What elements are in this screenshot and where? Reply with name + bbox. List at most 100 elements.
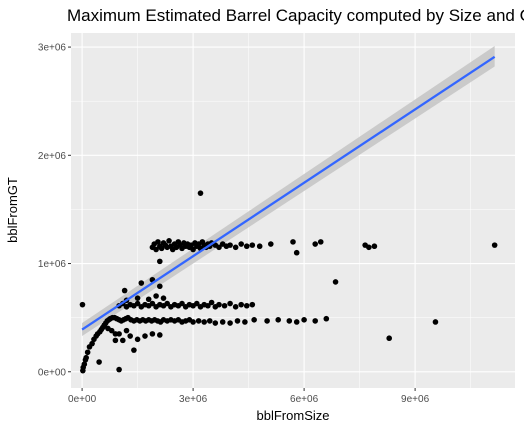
data-point xyxy=(238,241,244,247)
data-point xyxy=(127,333,133,339)
data-point xyxy=(158,245,165,252)
data-point xyxy=(208,299,215,306)
data-point xyxy=(249,301,256,308)
data-point xyxy=(134,336,141,343)
data-point xyxy=(81,361,88,367)
data-point xyxy=(216,301,222,308)
confidence-band xyxy=(82,45,495,337)
x-axis-title: bblFromSize xyxy=(257,408,330,423)
data-point xyxy=(286,318,293,324)
data-point xyxy=(206,318,213,324)
data-point xyxy=(366,244,372,251)
data-point xyxy=(84,349,91,356)
data-point xyxy=(268,241,274,247)
data-point xyxy=(232,304,239,310)
data-point xyxy=(179,300,185,307)
data-point xyxy=(275,317,282,323)
data-point xyxy=(301,317,307,323)
data-point xyxy=(190,319,196,325)
data-point xyxy=(293,249,300,256)
data-point xyxy=(121,287,128,294)
data-point xyxy=(317,239,324,245)
data-point xyxy=(142,333,148,339)
data-point xyxy=(243,302,250,309)
data-point xyxy=(120,337,126,344)
data-point xyxy=(216,244,222,251)
confidence-band-layer xyxy=(82,45,495,337)
data-point xyxy=(138,280,145,286)
data-point xyxy=(112,337,119,344)
data-point xyxy=(149,300,156,307)
data-point xyxy=(96,359,102,365)
data-point xyxy=(134,295,141,301)
data-point xyxy=(256,243,263,250)
chart-title: Maximum Estimated Barrel Capacity comput… xyxy=(67,6,524,25)
data-point xyxy=(89,340,95,347)
data-point xyxy=(101,322,108,329)
data-point xyxy=(371,243,378,250)
data-point xyxy=(145,296,152,303)
y-tick-label: 2e+06 xyxy=(38,151,67,162)
data-point xyxy=(201,319,207,325)
data-point xyxy=(157,258,163,265)
data-point xyxy=(219,319,226,325)
data-point xyxy=(116,331,122,337)
data-point xyxy=(323,315,330,322)
data-point xyxy=(264,318,270,324)
x-axis-ticks: 0e+00 3e+06 6e+06 9e+06 xyxy=(68,388,430,405)
data-point xyxy=(134,300,141,307)
x-tick-label: 9e+06 xyxy=(401,394,430,405)
data-point xyxy=(312,241,319,247)
data-point xyxy=(153,246,159,253)
y-axis-title: bblFromGT xyxy=(5,177,20,243)
trend-line-layer xyxy=(81,55,496,331)
trend-line xyxy=(81,55,496,331)
data-point xyxy=(227,300,233,307)
data-point xyxy=(164,300,170,307)
data-point xyxy=(234,318,241,324)
data-point xyxy=(195,318,202,324)
data-point xyxy=(116,366,122,373)
data-point xyxy=(243,243,250,250)
data-point xyxy=(149,331,156,337)
data-point xyxy=(190,246,196,253)
data-point xyxy=(227,242,233,248)
data-point xyxy=(238,301,244,308)
data-point xyxy=(83,354,89,361)
y-tick-label: 3e+06 xyxy=(38,43,67,54)
x-tick-label: 3e+06 xyxy=(179,394,208,405)
x-tick-label: 6e+06 xyxy=(290,394,319,405)
y-tick-label: 1e+06 xyxy=(38,259,67,270)
data-point xyxy=(205,302,211,309)
data-point xyxy=(232,244,239,251)
data-point xyxy=(491,242,498,248)
data-point xyxy=(79,301,86,308)
data-point xyxy=(212,320,219,326)
data-point xyxy=(251,317,257,323)
data-point xyxy=(160,295,167,301)
data-point xyxy=(131,347,137,353)
data-point xyxy=(386,335,393,342)
data-point xyxy=(166,238,172,244)
data-point xyxy=(221,302,228,309)
data-point xyxy=(108,327,115,334)
data-point xyxy=(312,318,319,324)
data-point xyxy=(157,332,163,338)
data-point xyxy=(332,279,339,285)
major-gridlines xyxy=(71,33,515,388)
data-point xyxy=(197,190,204,196)
data-point xyxy=(249,242,256,248)
x-tick-label: 0e+00 xyxy=(68,394,97,405)
data-point xyxy=(155,239,161,245)
y-axis-ticks: 0e+00 1e+06 2e+06 3e+06 xyxy=(38,43,71,378)
data-point xyxy=(290,239,296,245)
data-point xyxy=(293,319,300,325)
data-point xyxy=(432,319,439,325)
y-tick-label: 0e+00 xyxy=(38,367,67,378)
data-point xyxy=(242,319,248,325)
data-point xyxy=(157,283,163,290)
data-point xyxy=(227,320,233,326)
data-point xyxy=(153,293,159,299)
data-point xyxy=(123,327,130,334)
